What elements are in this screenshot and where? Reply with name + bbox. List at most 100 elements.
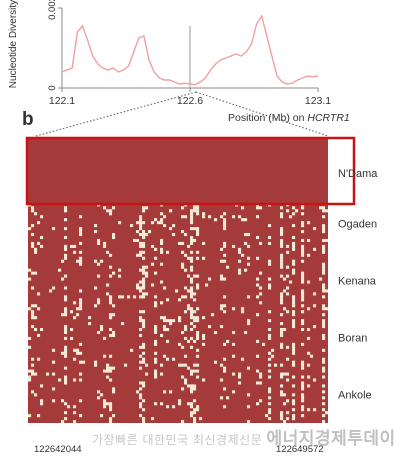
- heatmap-cell-allele: [190, 256, 194, 260]
- heatmap-cell-allele: [34, 212, 38, 216]
- heatmap-cell-allele: [268, 417, 272, 421]
- heatmap-cell-allele: [322, 357, 326, 361]
- heatmap-cell-allele: [142, 295, 146, 299]
- heatmap-cell-allele: [280, 363, 284, 367]
- heatmap-cell-allele: [292, 342, 296, 346]
- heatmap-cell-allele: [109, 408, 113, 412]
- heatmap-cell-allele: [313, 408, 317, 412]
- heatmap-cell-allele: [301, 274, 305, 278]
- heatmap-cell-allele: [100, 414, 104, 418]
- heatmap-cell-allele: [190, 286, 194, 290]
- heatmap-cell-allele: [109, 274, 113, 278]
- heatmap-cell-allele: [280, 322, 284, 326]
- heatmap-cell-allele: [139, 319, 143, 323]
- heatmap-cell-allele: [322, 375, 326, 379]
- breed-label: Boran: [338, 333, 367, 345]
- heatmap-cell-allele: [280, 411, 284, 415]
- heatmap-cell-allele: [322, 238, 326, 243]
- heatmap-cell-allele: [166, 298, 170, 302]
- heatmap-cell-allele: [307, 253, 311, 257]
- heatmap-cell-allele: [79, 301, 83, 305]
- heatmap-cell-allele: [313, 378, 317, 382]
- watermark-brand: 에너지경제투데이: [266, 429, 396, 449]
- heatmap-cell-allele: [196, 256, 200, 260]
- heatmap-cell-allele: [106, 402, 110, 406]
- heatmap-cell-allele: [292, 268, 296, 272]
- heatmap-cell-allele: [64, 244, 68, 248]
- heatmap-cell-allele: [64, 286, 68, 290]
- heatmap-cell-allele: [220, 247, 224, 251]
- heatmap-cell-allele: [154, 247, 158, 251]
- heatmap-cell-allele: [184, 328, 188, 332]
- heatmap-cell-allele: [133, 295, 137, 299]
- heatmap-cell-allele: [196, 369, 200, 373]
- heatmap-cell-allele: [193, 227, 197, 231]
- heatmap-cell-allele: [202, 378, 206, 382]
- heatmap-cell-allele: [139, 366, 143, 370]
- heatmap-cell-allele: [322, 250, 326, 254]
- heatmap-cell-allele: [190, 280, 194, 284]
- heatmap-cell-allele: [274, 363, 278, 367]
- heatmap-cell-allele: [286, 378, 290, 382]
- heatmap-cell-allele: [112, 330, 116, 335]
- heatmap-cell-allele: [139, 387, 143, 391]
- heatmap-cell-allele: [94, 286, 98, 290]
- heatmap-cell-allele: [73, 420, 77, 424]
- heatmap-cell-allele: [247, 244, 251, 248]
- heatmap-cell-allele: [160, 363, 164, 367]
- diversity-line-chart: Nucleotide Diversity 00.002 122.1 122.6 12…: [8, 0, 350, 124]
- heatmap-cell-allele: [190, 313, 194, 317]
- heatmap-cell-allele: [196, 283, 200, 287]
- heatmap-cell-allele: [166, 319, 170, 323]
- heatmap-cell-allele: [190, 268, 194, 272]
- heatmap-cell-allele: [154, 375, 158, 379]
- heatmap-cell-allele: [187, 366, 191, 370]
- heatmap-cell-allele: [301, 247, 305, 251]
- heatmap-cell-allele: [223, 405, 227, 409]
- heatmap-cell-allele: [28, 268, 32, 272]
- heatmap-cell-allele: [172, 405, 176, 409]
- heatmap-cell-allele: [160, 250, 164, 254]
- heatmap-cell-allele: [64, 345, 68, 349]
- heatmap-cell-allele: [139, 310, 143, 314]
- heatmap-cell-allele: [268, 277, 272, 281]
- heatmap-cell-allele: [256, 283, 260, 287]
- breed-label: N'Dama: [338, 168, 378, 180]
- heatmap-cell-allele: [322, 227, 326, 231]
- heatmap-cell-allele: [244, 330, 248, 335]
- heatmap-cell-allele: [145, 363, 149, 367]
- heatmap-cell-allele: [151, 262, 155, 266]
- heatmap-cell-allele: [58, 268, 62, 272]
- heatmap-cell-allele: [109, 405, 113, 409]
- heatmap-cell-allele: [142, 268, 146, 272]
- heatmap-cell-allele: [241, 357, 245, 361]
- heatmap-cell-allele: [280, 292, 284, 296]
- heatmap-cell-allele: [322, 384, 326, 388]
- heatmap-cell-allele: [64, 310, 68, 314]
- heatmap-cell-allele: [52, 348, 56, 352]
- heatmap-cell-allele: [178, 298, 182, 302]
- heatmap-cell-allele: [154, 295, 158, 299]
- heatmap-cell-allele: [301, 277, 305, 281]
- heatmap-cell-allele: [286, 265, 290, 269]
- heatmap-cell-allele: [214, 218, 218, 222]
- heatmap-cell-allele: [79, 360, 83, 364]
- heatmap-cell-allele: [196, 316, 200, 320]
- heatmap-cell-allele: [280, 253, 284, 257]
- heatmap-cell-allele: [322, 268, 326, 272]
- heatmap-cell-allele: [280, 375, 284, 379]
- heatmap-cell-allele: [232, 354, 236, 358]
- heatmap-cell-allele: [265, 414, 269, 418]
- heatmap-cell-allele: [64, 298, 68, 302]
- heatmap-cell-allele: [178, 399, 182, 403]
- heatmap-cell-allele: [61, 399, 65, 403]
- diversity-series-line: [61, 14, 319, 86]
- heatmap-cell-allele: [268, 387, 272, 391]
- heatmap-cell-allele: [70, 328, 74, 332]
- y-axis-label-text: Nucleotide Diversity: [8, 0, 19, 88]
- heatmap-cell-allele: [193, 384, 197, 388]
- heatmap-cell-allele: [94, 259, 98, 263]
- heatmap-cell-allele: [193, 339, 197, 343]
- heatmap-cell-allele: [136, 283, 140, 287]
- heatmap-cell-allele: [145, 233, 149, 237]
